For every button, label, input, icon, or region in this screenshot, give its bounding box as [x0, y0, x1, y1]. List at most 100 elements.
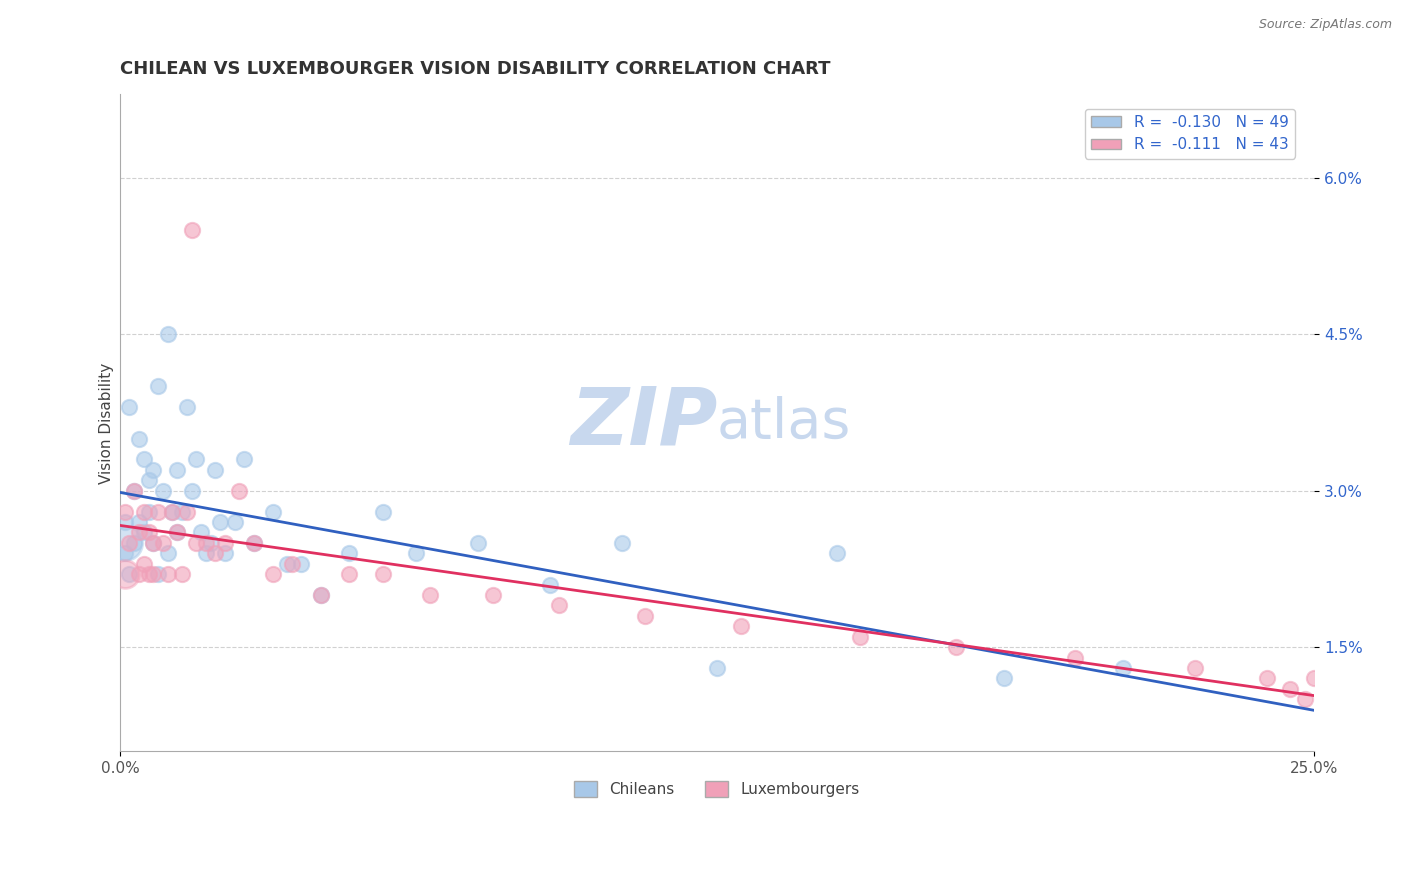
Point — [371, 567, 394, 582]
Point — [825, 546, 848, 560]
Y-axis label: Vision Disability: Vision Disability — [100, 362, 114, 483]
Point — [176, 505, 198, 519]
Point — [1303, 672, 1326, 686]
Point — [180, 483, 202, 498]
Text: Source: ZipAtlas.com: Source: ZipAtlas.com — [1258, 18, 1392, 31]
Point — [1294, 692, 1316, 706]
Point — [538, 577, 561, 591]
Point — [138, 525, 160, 540]
Point — [156, 567, 179, 582]
Point — [610, 536, 633, 550]
Point — [166, 525, 188, 540]
Point — [371, 505, 394, 519]
Point — [481, 588, 503, 602]
Point — [1184, 661, 1206, 675]
Point — [634, 608, 657, 623]
Point — [190, 525, 212, 540]
Text: CHILEAN VS LUXEMBOURGER VISION DISABILITY CORRELATION CHART: CHILEAN VS LUXEMBOURGER VISION DISABILIT… — [120, 60, 831, 78]
Point — [114, 536, 136, 550]
Point — [132, 525, 155, 540]
Point — [1064, 650, 1087, 665]
Text: atlas: atlas — [717, 396, 852, 450]
Point — [138, 567, 160, 582]
Point — [156, 327, 179, 342]
Legend: Chileans, Luxembourgers: Chileans, Luxembourgers — [568, 775, 866, 803]
Point — [194, 536, 217, 550]
Point — [405, 546, 427, 560]
Point — [194, 546, 217, 560]
Point — [146, 379, 169, 393]
Point — [309, 588, 332, 602]
Point — [142, 463, 165, 477]
Point — [166, 525, 188, 540]
Point — [1279, 681, 1302, 696]
Point — [849, 630, 872, 644]
Point — [122, 536, 145, 550]
Point — [118, 401, 141, 415]
Point — [224, 515, 246, 529]
Point — [204, 463, 226, 477]
Point — [170, 567, 193, 582]
Point — [945, 640, 967, 655]
Point — [142, 536, 165, 550]
Point — [242, 536, 264, 550]
Point — [290, 557, 312, 571]
Point — [1112, 661, 1135, 675]
Point — [132, 452, 155, 467]
Point — [152, 536, 174, 550]
Point — [128, 525, 150, 540]
Point — [122, 483, 145, 498]
Point — [114, 546, 136, 560]
Point — [1256, 672, 1278, 686]
Point — [262, 567, 284, 582]
Point — [467, 536, 489, 550]
Point — [706, 661, 728, 675]
Point — [548, 599, 571, 613]
Point — [114, 515, 136, 529]
Point — [337, 567, 360, 582]
Point — [419, 588, 441, 602]
Point — [993, 672, 1015, 686]
Point — [142, 567, 165, 582]
Point — [309, 588, 332, 602]
Point — [128, 567, 150, 582]
Point — [180, 223, 202, 237]
Point — [176, 401, 198, 415]
Point — [209, 515, 232, 529]
Point — [138, 473, 160, 487]
Point — [142, 536, 165, 550]
Point — [337, 546, 360, 560]
Point — [114, 505, 136, 519]
Text: ZIP: ZIP — [569, 384, 717, 462]
Point — [242, 536, 264, 550]
Point — [122, 483, 145, 498]
Point — [214, 546, 236, 560]
Point — [730, 619, 752, 633]
Point — [214, 536, 236, 550]
Point — [276, 557, 298, 571]
Point — [152, 483, 174, 498]
Point — [162, 505, 184, 519]
Point — [166, 463, 188, 477]
Point — [132, 557, 155, 571]
Point — [186, 536, 208, 550]
Point — [228, 483, 250, 498]
Point — [204, 546, 226, 560]
Point — [132, 505, 155, 519]
Point — [128, 432, 150, 446]
Point — [200, 536, 222, 550]
Point — [146, 505, 169, 519]
Point — [170, 505, 193, 519]
Point — [138, 505, 160, 519]
Point — [118, 536, 141, 550]
Point — [262, 505, 284, 519]
Point — [146, 567, 169, 582]
Point — [162, 505, 184, 519]
Point — [186, 452, 208, 467]
Point — [233, 452, 256, 467]
Point — [156, 546, 179, 560]
Point — [128, 515, 150, 529]
Point — [118, 567, 141, 582]
Point — [281, 557, 304, 571]
Point — [114, 567, 136, 582]
